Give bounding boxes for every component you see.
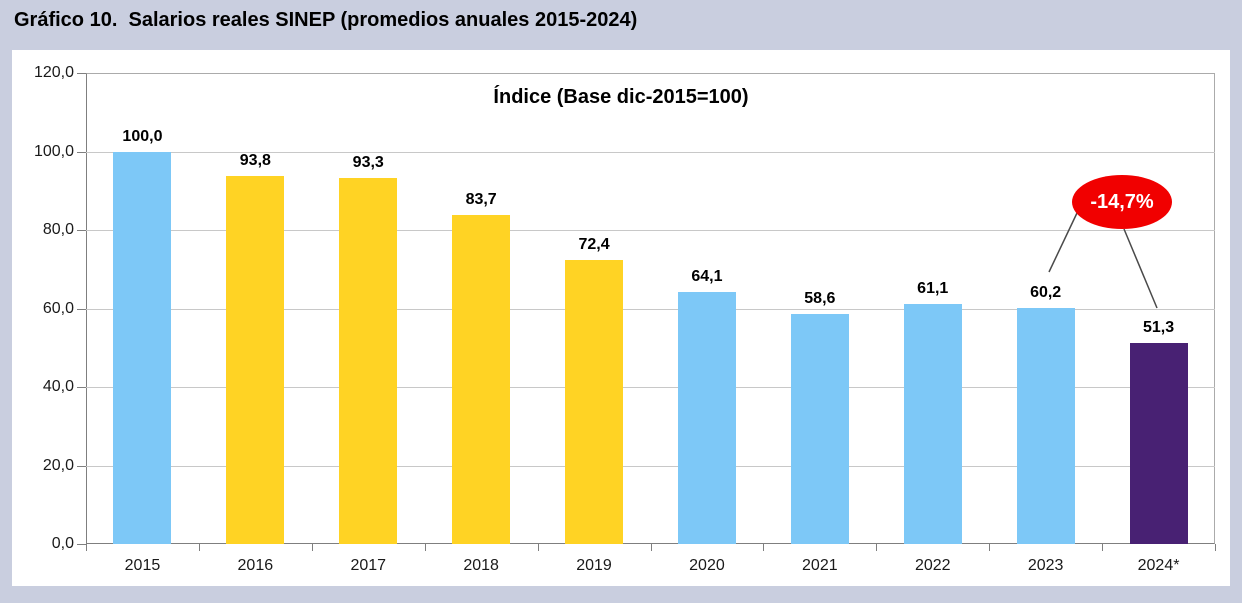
- annotation-callout: [1048, 175, 1172, 309]
- x-tick-mark: [424, 544, 426, 551]
- bar-value-label: 72,4: [578, 235, 610, 253]
- bar-2024*: [1129, 342, 1188, 544]
- bar-2016: [226, 175, 285, 544]
- x-tick-label: 2016: [237, 557, 274, 574]
- y-tick-mark: [77, 465, 86, 467]
- y-tick-label: 80,0: [42, 221, 74, 238]
- bar-value-label: 93,8: [239, 151, 271, 169]
- y-tick-mark: [77, 387, 86, 388]
- y-tick-label: 0,0: [51, 535, 74, 552]
- y-tick-label: 60,0: [42, 299, 74, 317]
- y-tick-label: 20,0: [42, 456, 74, 474]
- y-tick-mark: [77, 73, 86, 74]
- annotation-ellipse-label: -14,7%: [1090, 190, 1154, 213]
- gridline: [86, 465, 1215, 467]
- x-tick-mark: [537, 544, 539, 551]
- bar-value-label: 64,1: [691, 268, 723, 286]
- annotation-ellipse: [1072, 175, 1172, 229]
- chart-panel: Índice (Base dic-2015=100) 120,0 100,0 80,…: [12, 50, 1230, 586]
- x-tick-mark: [876, 544, 878, 551]
- bar-value-label: 51,3: [1142, 318, 1175, 336]
- gridline: [86, 151, 1215, 153]
- x-tick-mark: [989, 544, 991, 551]
- x-tick-mark: [86, 544, 87, 551]
- callout-line: [1123, 228, 1158, 309]
- y-tick-label: 120,0: [33, 64, 74, 81]
- x-tick-mark: [311, 544, 313, 551]
- y-tick-mark: [77, 151, 86, 153]
- bar-value-label: 60,2: [1030, 283, 1062, 301]
- bar-2018: [452, 215, 511, 544]
- gridline: [86, 387, 1215, 388]
- page-title: Gráfico 10. Salarios reales SINEP (prome…: [14, 9, 638, 31]
- y-tick-mark: [77, 544, 86, 545]
- x-tick-label: 2020: [689, 557, 725, 574]
- bar-value-label: 58,6: [804, 289, 836, 307]
- x-tick-label: 2015: [124, 557, 161, 574]
- y-tick-label: 40,0: [42, 378, 74, 395]
- gridline: [86, 308, 1215, 310]
- x-tick-label: 2023: [1027, 557, 1064, 574]
- chart-title: Índice (Base dic-2015=100): [493, 86, 749, 108]
- x-tick-mark: [1215, 544, 1216, 551]
- bar-2015: [113, 151, 172, 544]
- bar-2017: [339, 177, 398, 544]
- bar-value-label: 83,7: [465, 191, 497, 209]
- bar-value-label: 61,1: [917, 280, 949, 298]
- x-tick-label: 2018: [463, 557, 499, 574]
- bar-2023: [1016, 307, 1075, 544]
- bar-value-label: 93,3: [352, 153, 384, 171]
- x-tick-label: 2017: [350, 557, 387, 574]
- x-tick-label: 2022: [914, 557, 951, 574]
- bar-2021: [790, 313, 849, 544]
- y-tick-mark: [77, 230, 86, 231]
- y-tick-mark: [77, 308, 86, 310]
- gridline: [86, 230, 1215, 231]
- bar-2022: [903, 304, 962, 544]
- bar-2020: [677, 292, 736, 544]
- x-tick-label: 2024*: [1137, 557, 1180, 574]
- bar-value-label: 100,0: [122, 127, 163, 145]
- bar-2019: [565, 259, 624, 544]
- x-tick-mark: [198, 544, 200, 551]
- x-tick-mark: [763, 544, 765, 551]
- y-tick-label: 100,0: [33, 142, 74, 160]
- x-tick-mark: [650, 544, 652, 551]
- callout-line: [1048, 212, 1078, 273]
- x-tick-label: 2019: [576, 557, 612, 574]
- x-tick-label: 2021: [802, 557, 838, 574]
- x-tick-mark: [1102, 544, 1104, 551]
